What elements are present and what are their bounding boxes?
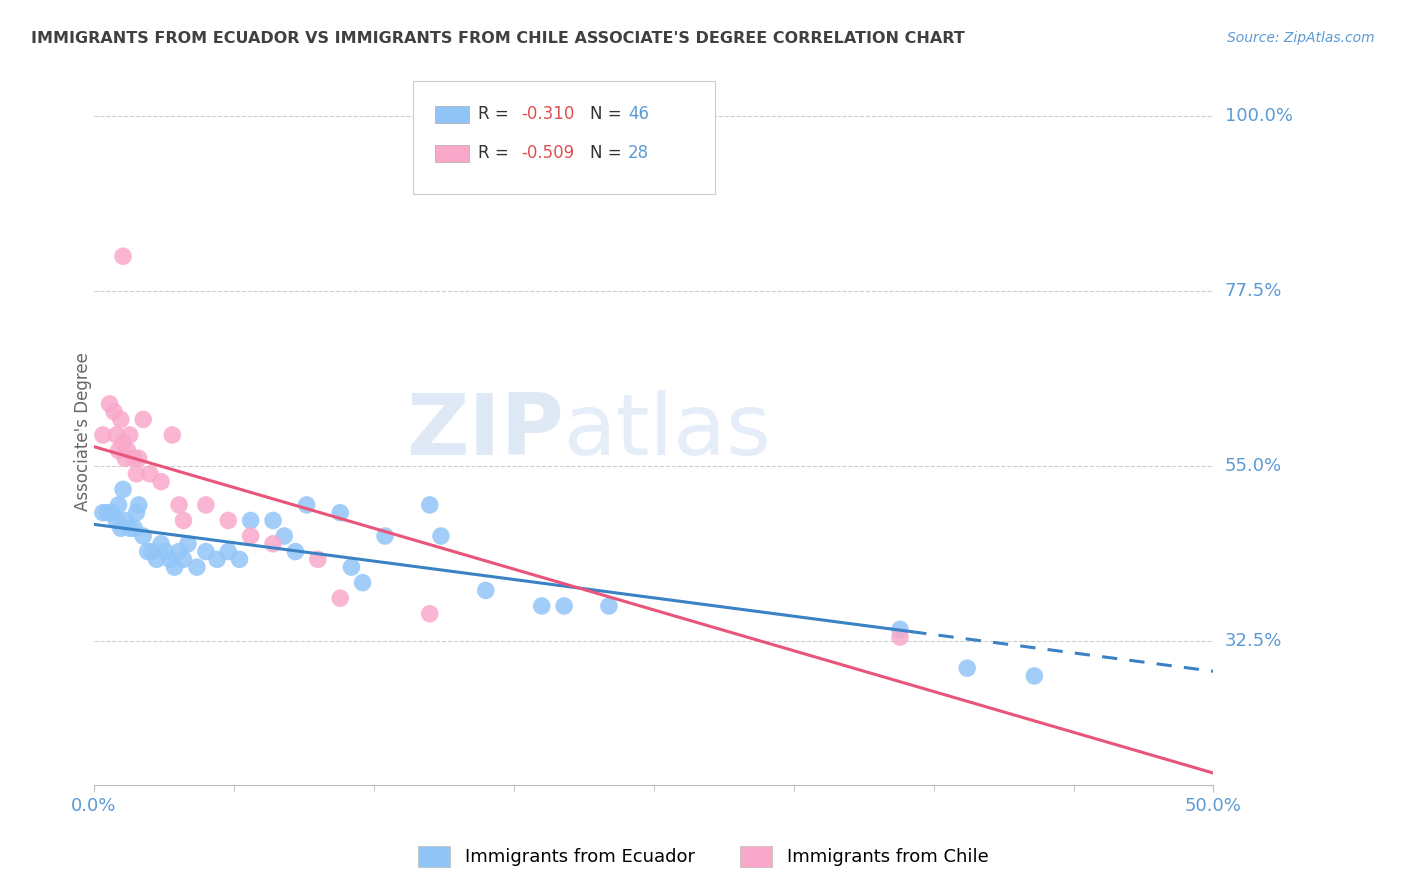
Text: Source: ZipAtlas.com: Source: ZipAtlas.com	[1227, 31, 1375, 45]
Point	[1024, 669, 1046, 683]
Point	[239, 529, 262, 543]
Point	[167, 498, 190, 512]
Point	[159, 552, 181, 566]
Text: 46: 46	[628, 105, 650, 123]
Text: atlas: atlas	[564, 390, 772, 473]
Point	[145, 552, 167, 566]
Text: 32.5%: 32.5%	[1225, 632, 1282, 650]
Point	[194, 544, 217, 558]
Text: N =: N =	[591, 105, 627, 123]
Point	[186, 560, 208, 574]
Point	[228, 552, 250, 566]
Point	[122, 451, 145, 466]
Point	[430, 529, 453, 543]
Point	[107, 498, 129, 512]
Point	[205, 552, 228, 566]
Text: -0.310: -0.310	[522, 105, 575, 123]
Point	[273, 529, 295, 543]
Point	[125, 506, 148, 520]
Point	[110, 412, 132, 426]
Point	[177, 537, 200, 551]
Point	[112, 483, 135, 497]
Point	[262, 514, 284, 528]
Point	[295, 498, 318, 512]
Point	[262, 537, 284, 551]
Point	[155, 544, 177, 558]
Point	[329, 591, 352, 606]
Point	[122, 521, 145, 535]
Point	[118, 521, 141, 535]
Text: 100.0%: 100.0%	[1225, 107, 1292, 125]
Point	[128, 498, 150, 512]
Point	[352, 575, 374, 590]
FancyBboxPatch shape	[413, 81, 716, 194]
Point	[167, 544, 190, 558]
Point	[419, 498, 441, 512]
Point	[956, 661, 979, 675]
Point	[125, 467, 148, 481]
Point	[132, 412, 155, 426]
Point	[117, 443, 139, 458]
Point	[474, 583, 496, 598]
Point	[110, 521, 132, 535]
Point	[889, 622, 911, 636]
Point	[889, 630, 911, 644]
Text: IMMIGRANTS FROM ECUADOR VS IMMIGRANTS FROM CHILE ASSOCIATE'S DEGREE CORRELATION : IMMIGRANTS FROM ECUADOR VS IMMIGRANTS FR…	[31, 31, 965, 46]
Text: R =: R =	[478, 105, 515, 123]
Point	[118, 428, 141, 442]
Point	[162, 428, 184, 442]
Text: -0.509: -0.509	[522, 145, 575, 162]
Point	[217, 544, 239, 558]
Text: ZIP: ZIP	[406, 390, 564, 473]
Point	[96, 506, 118, 520]
Point	[103, 405, 125, 419]
Point	[128, 451, 150, 466]
Point	[173, 552, 195, 566]
Point	[553, 599, 575, 613]
Point	[150, 475, 173, 489]
Point	[91, 428, 114, 442]
Point	[419, 607, 441, 621]
Text: 77.5%: 77.5%	[1225, 282, 1282, 301]
Point	[136, 544, 159, 558]
Point	[105, 428, 128, 442]
Text: N =: N =	[591, 145, 627, 162]
Legend: Immigrants from Ecuador, Immigrants from Chile: Immigrants from Ecuador, Immigrants from…	[411, 838, 995, 874]
Point	[141, 544, 163, 558]
Point	[530, 599, 553, 613]
Point	[194, 498, 217, 512]
Text: 28: 28	[628, 145, 650, 162]
Point	[163, 560, 186, 574]
Point	[217, 514, 239, 528]
Text: 55.0%: 55.0%	[1225, 457, 1282, 475]
Point	[598, 599, 620, 613]
Point	[132, 529, 155, 543]
Text: R =: R =	[478, 145, 515, 162]
Point	[105, 514, 128, 528]
Point	[112, 249, 135, 263]
Y-axis label: Associate's Degree: Associate's Degree	[75, 351, 91, 510]
Point	[340, 560, 363, 574]
Point	[107, 443, 129, 458]
Point	[329, 506, 352, 520]
Point	[150, 537, 173, 551]
FancyBboxPatch shape	[436, 106, 470, 123]
Point	[374, 529, 396, 543]
FancyBboxPatch shape	[436, 145, 470, 162]
Point	[239, 514, 262, 528]
Point	[114, 451, 136, 466]
Point	[114, 514, 136, 528]
Point	[173, 514, 195, 528]
Point	[91, 506, 114, 520]
Point	[139, 467, 162, 481]
Point	[284, 544, 307, 558]
Point	[98, 397, 121, 411]
Point	[101, 506, 124, 520]
Point	[112, 435, 135, 450]
Point	[307, 552, 329, 566]
